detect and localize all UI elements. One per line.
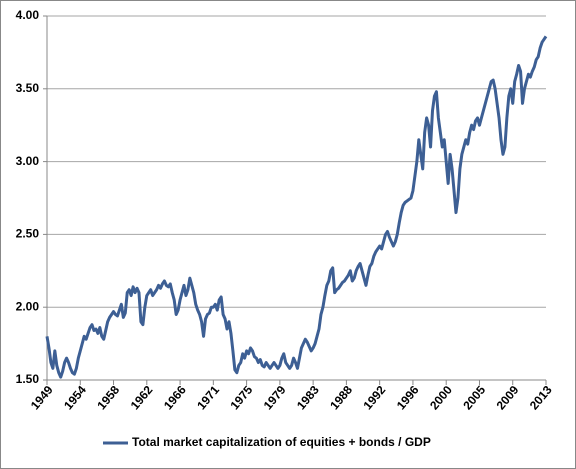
series-line [45, 35, 548, 379]
y-tick-label: 1.50 [16, 372, 40, 386]
legend-label: Total market capitalization of equities … [132, 435, 431, 449]
y-tick-label: 2.50 [16, 227, 40, 241]
y-tick-label: 4.00 [16, 8, 40, 22]
y-tick-label: 3.00 [16, 154, 40, 168]
y-tick-label: 2.00 [16, 299, 40, 313]
y-tick-label: 3.50 [16, 81, 40, 95]
